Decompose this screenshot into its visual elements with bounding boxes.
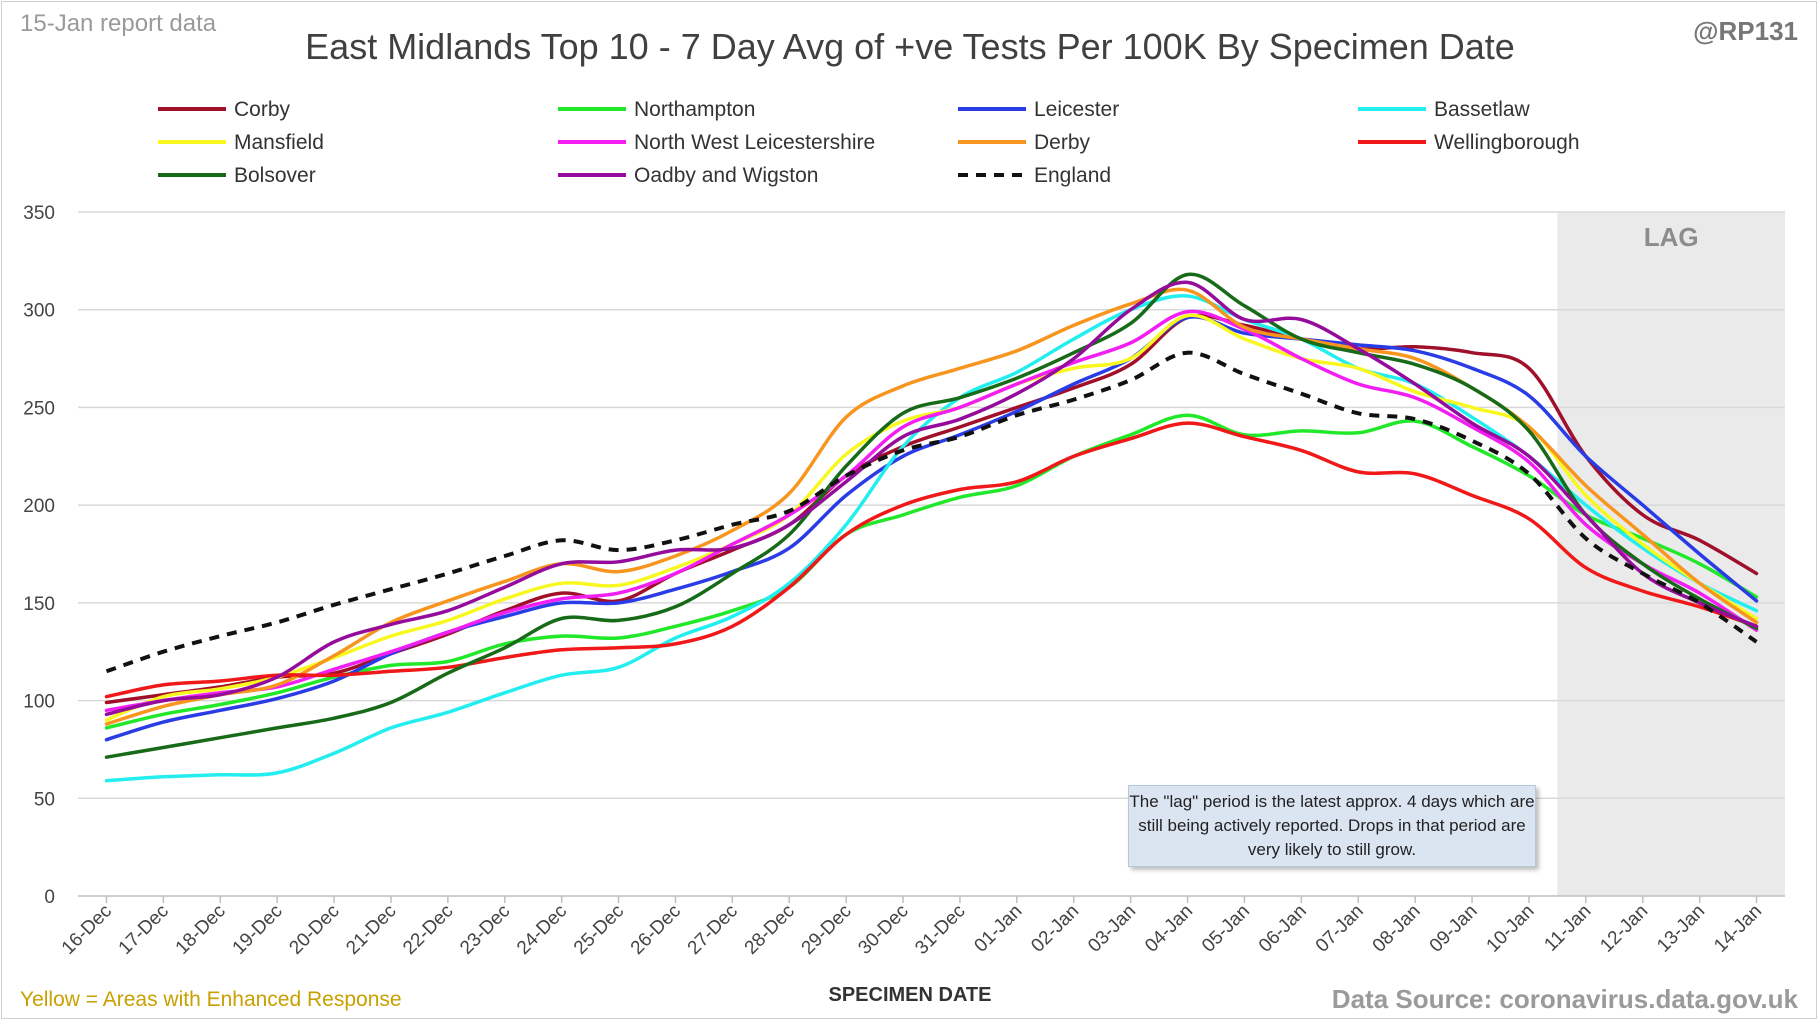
x-tick-label: 13-Jan <box>1653 901 1709 957</box>
y-tick-label: 200 <box>23 496 55 517</box>
series-line-north-west-leicestershire <box>104 309 1759 713</box>
author-handle: @RP131 <box>1693 16 1798 46</box>
x-tick-label: 03-Jan <box>1084 901 1140 957</box>
chart-title: East Midlands Top 10 - 7 Day Avg of +ve … <box>305 26 1515 67</box>
enhanced-response-note: Yellow = Areas with Enhanced Response <box>20 988 402 1011</box>
lag-note: The "lag" period is the latest approx. 4… <box>1128 785 1536 867</box>
legend-label-mansfield: Mansfield <box>234 131 324 154</box>
x-tick-label: 02-Jan <box>1027 901 1083 957</box>
x-tick-label: 04-Jan <box>1141 901 1197 957</box>
x-tick-label: 19-Dec <box>229 901 287 959</box>
series-lines <box>104 272 1759 783</box>
x-tick-label: 09-Jan <box>1426 901 1482 957</box>
x-tick-label: 01-Jan <box>970 901 1026 957</box>
y-tick-label: 350 <box>23 203 55 224</box>
x-tick-label: 26-Dec <box>627 901 685 959</box>
legend-label-bassetlaw: Bassetlaw <box>1434 98 1531 121</box>
y-tick-label: 300 <box>23 301 55 322</box>
x-tick-label: 07-Jan <box>1312 901 1368 957</box>
x-tick-label: 22-Dec <box>399 901 457 959</box>
x-tick-label: 12-Jan <box>1596 901 1652 957</box>
legend-label-derby: Derby <box>1034 131 1091 154</box>
y-tick-label: 0 <box>44 887 55 908</box>
lag-label: LAG <box>1644 222 1699 252</box>
y-axis: 0 50 100 150 200 250 300 350 <box>23 203 55 908</box>
x-tick-label: 18-Dec <box>172 901 230 959</box>
x-tick-label: 27-Dec <box>684 901 742 959</box>
x-tick-label: 17-Dec <box>115 901 173 959</box>
x-tick-label: 21-Dec <box>342 901 400 959</box>
series-line-northampton <box>104 413 1759 730</box>
x-tick-label: 20-Dec <box>285 901 343 959</box>
x-axis-label: SPECIMEN DATE <box>828 984 992 1006</box>
x-tick-label: 28-Dec <box>741 901 799 959</box>
y-tick-label: 100 <box>23 692 55 713</box>
x-tick-label: 06-Jan <box>1255 901 1311 957</box>
y-tick-label: 150 <box>23 594 55 615</box>
lag-shade <box>1557 212 1785 896</box>
x-tick-label: 30-Dec <box>854 901 912 959</box>
x-tick-label: 24-Dec <box>513 901 571 959</box>
x-tick-label: 29-Dec <box>798 901 856 959</box>
series-line-bolsover <box>104 272 1759 759</box>
x-tick-label: 05-Jan <box>1198 901 1254 957</box>
series-line-wellingborough <box>104 421 1759 699</box>
legend-label-north-west-leicestershire: North West Leicestershire <box>634 131 875 154</box>
series-line-bassetlaw <box>104 294 1759 783</box>
legend-label-wellingborough: Wellingborough <box>1434 131 1580 154</box>
x-tick-label: 14-Jan <box>1710 901 1766 957</box>
data-source: Data Source: coronavirus.data.gov.uk <box>1331 984 1798 1014</box>
legend: Corby Northampton Leicester Bassetlaw Mansfi… <box>158 98 1580 187</box>
x-axis: 16-Dec17-Dec18-Dec19-Dec20-Dec21-Dec22-D… <box>58 896 1766 959</box>
x-tick-label: 31-Dec <box>911 901 969 959</box>
legend-label-oadby-and-wigston: Oadby and Wigston <box>634 164 818 187</box>
x-tick-label: 23-Dec <box>456 901 514 959</box>
x-tick-label: 11-Jan <box>1540 901 1595 956</box>
legend-label-northampton: Northampton <box>634 98 755 121</box>
legend-label-bolsover: Bolsover <box>234 164 316 187</box>
x-tick-label: 08-Jan <box>1369 901 1425 957</box>
y-tick-label: 250 <box>23 398 55 419</box>
y-tick-label: 50 <box>34 789 55 810</box>
x-tick-label: 16-Dec <box>58 901 116 959</box>
x-tick-label: 25-Dec <box>570 901 628 959</box>
series-line-oadby-and-wigston <box>104 280 1759 717</box>
series-line-england <box>105 350 1758 674</box>
grid-lines <box>78 211 1785 897</box>
x-tick-label: 10-Jan <box>1483 901 1539 957</box>
legend-label-england: England <box>1034 164 1111 187</box>
report-date: 15-Jan report data <box>20 10 217 37</box>
lag-region: LAG <box>1557 212 1785 896</box>
series-line-leicester <box>104 315 1759 742</box>
legend-label-corby: Corby <box>234 98 291 121</box>
legend-label-leicester: Leicester <box>1034 98 1119 121</box>
